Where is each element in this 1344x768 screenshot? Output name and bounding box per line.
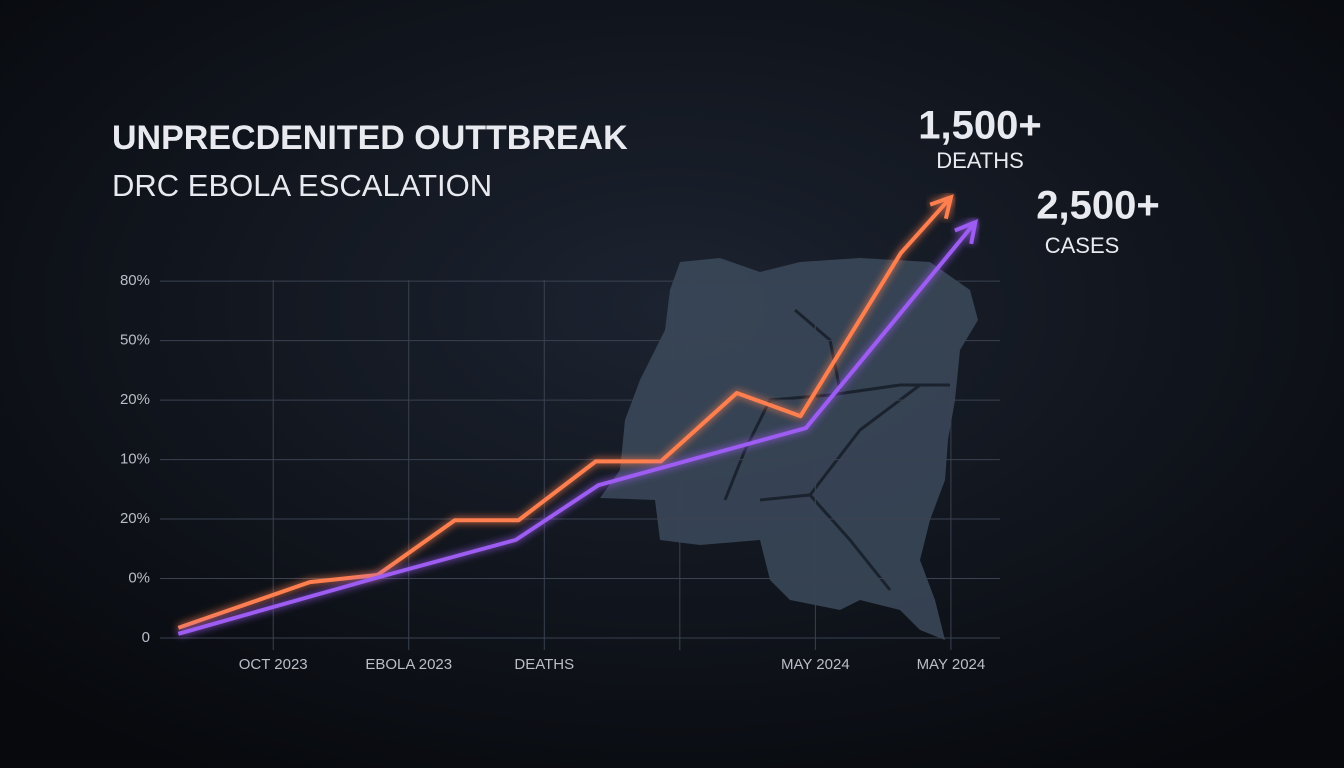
annotation-value: 2,500+ bbox=[1036, 184, 1159, 228]
chart-title: UNPRECDENITED OUTTBREAK bbox=[112, 119, 628, 157]
arrow-head bbox=[954, 219, 978, 245]
map-shape bbox=[600, 258, 978, 640]
y-tick-label: 0% bbox=[128, 569, 150, 586]
annotation-value: 1,500+ bbox=[918, 104, 1041, 148]
annotation-label: CASES bbox=[1045, 233, 1120, 258]
annotation-label: DEATHS bbox=[936, 148, 1024, 173]
x-tick-label: MAY 2024 bbox=[781, 656, 850, 673]
y-tick-label: 10% bbox=[120, 451, 150, 468]
series-line bbox=[177, 221, 977, 636]
plot: 0 0% 20% 10% 20% 50% 80% OCT 2023 EBOLA 2023 DEAT… bbox=[120, 104, 1160, 673]
y-tick-label: 20% bbox=[120, 510, 150, 527]
y-tick-label: 50% bbox=[120, 332, 150, 349]
x-tick-label: OCT 2023 bbox=[239, 656, 308, 673]
y-tick-label: 0 bbox=[142, 629, 150, 646]
y-tick-label: 80% bbox=[120, 272, 150, 289]
chart-subtitle: DRC EBOLA ESCALATION bbox=[112, 168, 492, 203]
x-tick-label: EBOLA 2023 bbox=[365, 656, 452, 673]
x-tick-label: MAY 2024 bbox=[917, 656, 986, 673]
series-line bbox=[177, 195, 953, 630]
map-borders bbox=[723, 308, 950, 591]
y-tick-label: 20% bbox=[120, 391, 150, 408]
x-tick-label: DEATHS bbox=[514, 656, 574, 673]
arrow-head bbox=[929, 194, 954, 220]
